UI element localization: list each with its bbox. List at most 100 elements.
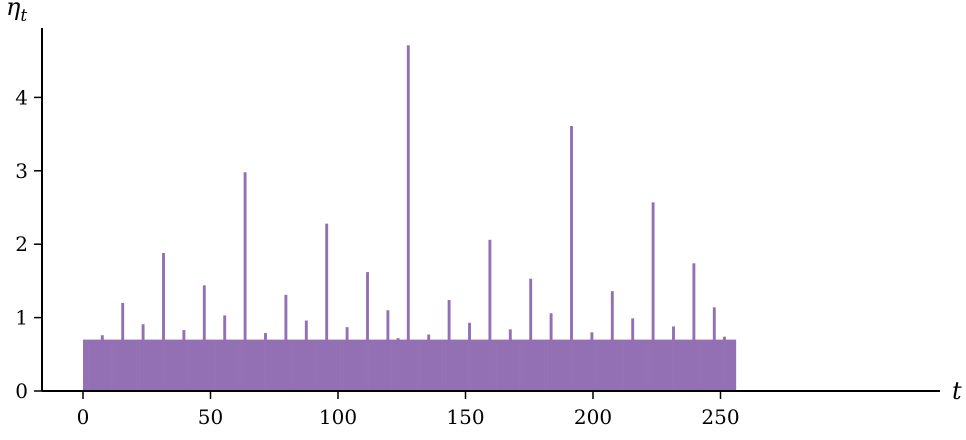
bar <box>118 339 122 391</box>
bar <box>307 339 311 391</box>
bar <box>422 339 426 391</box>
bar <box>210 339 214 391</box>
y-tick-label: 3 <box>15 159 28 183</box>
bar <box>230 339 234 391</box>
bar <box>552 339 556 391</box>
bar <box>131 339 135 391</box>
bar <box>368 339 372 391</box>
bar <box>595 339 599 391</box>
bar <box>401 339 405 391</box>
bar-spike <box>366 272 369 391</box>
bar-spike <box>549 313 553 391</box>
bar <box>322 339 326 391</box>
bar <box>700 339 703 391</box>
bar-spike <box>631 318 635 391</box>
y-ticks-group: 0 1 2 3 4 <box>15 85 42 403</box>
bar <box>358 339 362 391</box>
bar <box>483 339 487 391</box>
bar <box>266 339 270 391</box>
bar <box>717 339 721 391</box>
bar <box>376 339 380 391</box>
x-tick-label: 0 <box>77 405 90 429</box>
bar <box>450 339 454 391</box>
bar <box>136 339 140 391</box>
bar <box>409 339 413 391</box>
bar <box>654 339 658 391</box>
x-tick-label: 150 <box>446 405 484 429</box>
bar-spike <box>202 285 206 391</box>
bar <box>116 339 120 391</box>
bar <box>521 339 525 391</box>
bar <box>498 339 502 391</box>
bar <box>167 339 171 391</box>
bar <box>557 339 561 391</box>
bars-group <box>83 45 737 391</box>
bar <box>269 339 273 391</box>
bar <box>332 339 336 391</box>
bar-spike <box>488 239 492 391</box>
bar <box>644 339 647 391</box>
bar-spike <box>508 329 512 391</box>
bar <box>455 339 459 391</box>
bar <box>350 339 354 391</box>
bar <box>373 339 377 391</box>
bar-spike <box>264 333 267 391</box>
bar <box>261 339 265 391</box>
y-tick-label: 2 <box>15 232 28 256</box>
bar <box>536 339 540 391</box>
bar-spike <box>692 263 696 391</box>
bar <box>587 339 591 391</box>
bar <box>169 339 173 391</box>
bar <box>88 339 91 391</box>
bar <box>519 339 522 391</box>
bar <box>98 339 102 391</box>
bar <box>440 339 443 391</box>
bar <box>559 339 563 391</box>
bar <box>705 339 709 391</box>
bar <box>473 339 477 391</box>
bar-spike <box>529 278 533 391</box>
bar <box>513 339 517 391</box>
bar <box>621 339 624 391</box>
bar <box>294 339 298 391</box>
bar <box>577 339 581 391</box>
bar <box>149 339 153 391</box>
bar <box>320 339 324 391</box>
x-ticks-group: 0 50 100 150 200 250 <box>77 391 740 429</box>
bar <box>207 339 211 391</box>
bar <box>128 339 132 391</box>
bar <box>225 339 229 391</box>
bar <box>241 339 244 391</box>
bar <box>297 339 301 391</box>
bar <box>335 339 339 391</box>
bar <box>383 339 387 391</box>
bar <box>656 339 660 391</box>
bar <box>618 339 622 391</box>
bar <box>733 339 737 391</box>
bar <box>638 339 642 391</box>
bar <box>605 339 609 391</box>
bar <box>279 339 283 391</box>
bar <box>562 339 566 391</box>
bar <box>213 339 216 391</box>
bar <box>544 339 548 391</box>
bar <box>646 339 650 391</box>
bar-spike <box>406 45 410 391</box>
bar <box>134 339 137 391</box>
bar <box>391 339 395 391</box>
bar <box>151 339 155 391</box>
x-tick-label: 250 <box>701 405 739 429</box>
bar <box>185 339 188 391</box>
bar <box>702 339 706 391</box>
bar <box>524 339 528 391</box>
bar <box>636 339 640 391</box>
bar <box>669 339 673 391</box>
bar-spike <box>672 326 675 391</box>
bar <box>475 339 479 391</box>
bar-spike <box>223 315 227 391</box>
bar <box>659 339 663 391</box>
bar <box>95 339 99 391</box>
x-tick-label: 100 <box>319 405 357 429</box>
bar <box>664 339 668 391</box>
bar <box>437 339 441 391</box>
